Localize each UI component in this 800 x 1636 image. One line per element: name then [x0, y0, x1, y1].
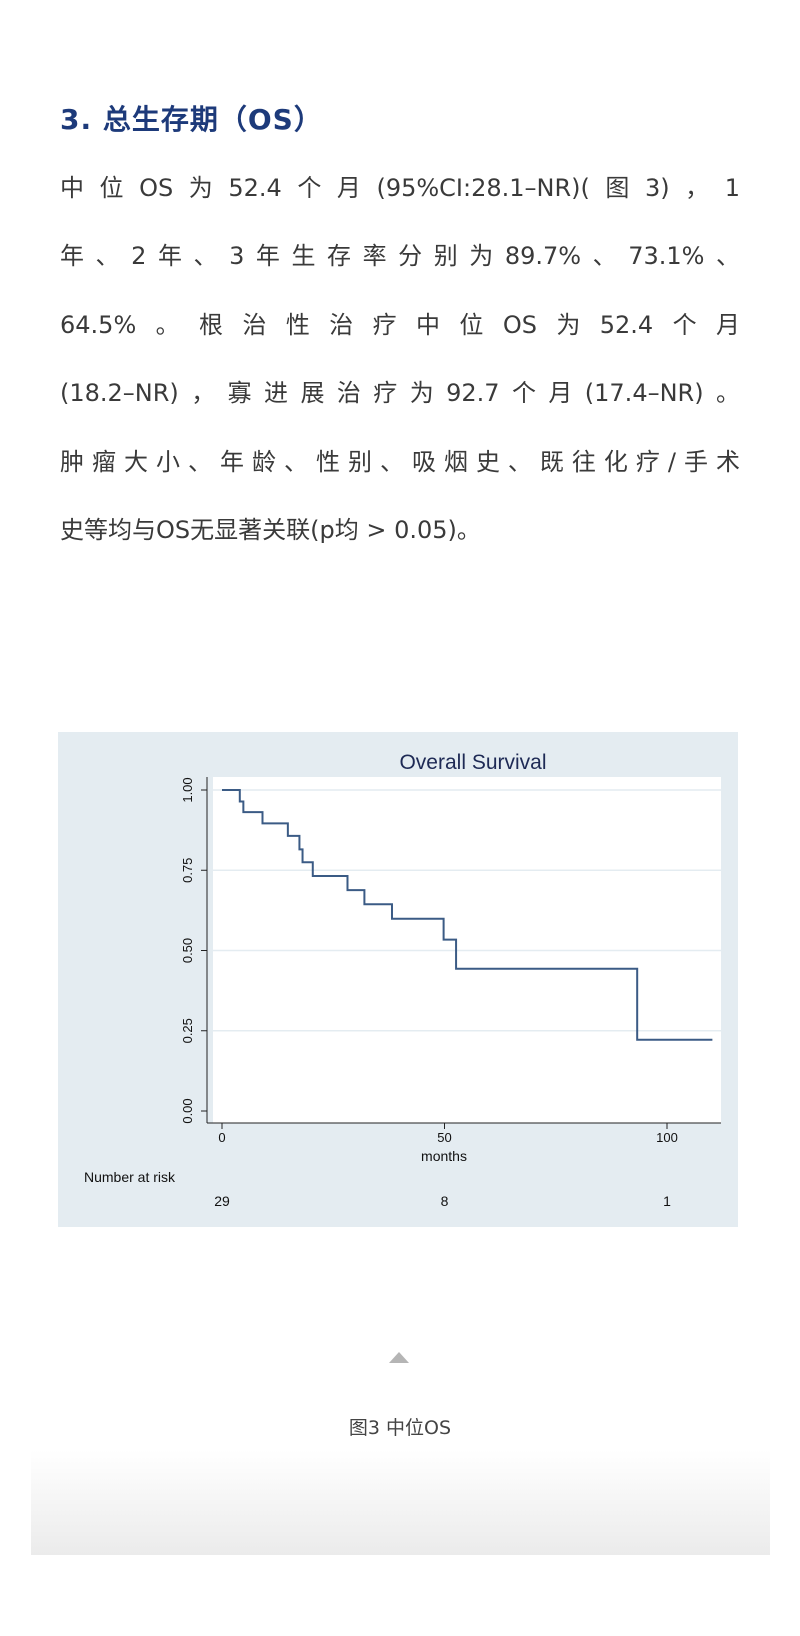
y-tick-label: 0.25	[180, 1018, 195, 1043]
triangle-up-icon	[389, 1352, 409, 1363]
figure-caption: 图3 中位OS	[348, 1417, 452, 1439]
chart-svg: Overall Survival 0.00 0.25 0.50 0.75 1.00 0 50…	[84, 751, 721, 1209]
x-tick-label: 50	[437, 1130, 451, 1145]
risk-table-label: Number at risk	[84, 1169, 176, 1185]
x-tick-label: 0	[218, 1130, 225, 1145]
y-tick-label: 0.75	[180, 858, 195, 883]
section-title: 3. 总生存期（OS）	[60, 103, 323, 136]
risk-count: 8	[441, 1193, 449, 1209]
paragraph-line: 64.5%。根治性治疗中位OS为52.4个月	[60, 311, 740, 339]
survival-chart: Overall Survival 0.00 0.25 0.50 0.75 1.00 0 50…	[58, 732, 738, 1227]
paragraph-line: 年、2年、3年生存率分别为89.7%、73.1%、	[60, 242, 740, 270]
paragraph-line: 史等均与OS无显著关联(p均 > 0.05)。	[60, 516, 481, 544]
y-tick-label: 0.50	[180, 938, 195, 963]
paragraph-line: 肿瘤大小、年龄、性别、吸烟史、既往化疗/手术	[60, 448, 740, 476]
risk-count: 29	[214, 1193, 230, 1209]
caption-background	[31, 1450, 770, 1555]
paragraph-line: (18.2–NR)，寡进展治疗为92.7个月(17.4–NR)。	[60, 379, 740, 407]
survival-curve	[222, 789, 713, 1041]
paragraph-line: 中位OS为52.4个月(95%CI:28.1–NR)(图3)，1	[60, 174, 740, 202]
x-axis-label: months	[421, 1148, 467, 1164]
chart-title: Overall Survival	[399, 751, 546, 774]
risk-count: 1	[663, 1193, 671, 1209]
x-tick-label: 100	[656, 1130, 678, 1145]
y-tick-label: 0.00	[180, 1098, 195, 1123]
y-tick-label: 1.00	[180, 777, 195, 802]
